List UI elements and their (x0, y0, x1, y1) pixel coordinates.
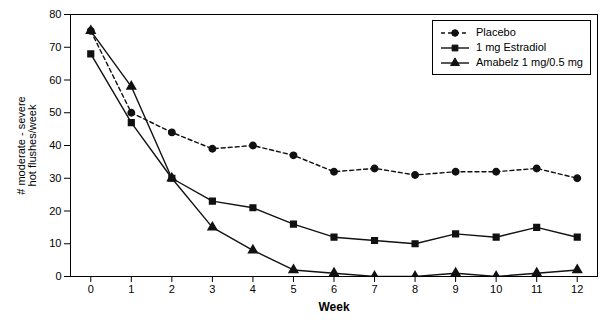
html-text:Placebo: Placebo (476, 26, 516, 38)
svg-text:3: 3 (209, 283, 215, 295)
svg-text:4: 4 (250, 283, 256, 295)
svg-text:30: 30 (49, 172, 61, 184)
svg-text:6: 6 (331, 283, 337, 295)
svg-text:Week: Week (318, 300, 349, 314)
svg-text:0: 0 (88, 283, 94, 295)
svg-text:7: 7 (371, 283, 377, 295)
html-text:1 mg Estradiol: 1 mg Estradiol (476, 41, 547, 53)
svg-text:1: 1 (128, 283, 134, 295)
svg-text:# moderate - severehot flushes: # moderate - severehot flushes/week (15, 96, 38, 194)
svg-text:11: 11 (531, 283, 542, 295)
svg-text:60: 60 (49, 74, 61, 86)
svg-text:10: 10 (490, 283, 502, 295)
svg-text:10: 10 (49, 237, 61, 249)
svg-text:50: 50 (49, 106, 61, 118)
svg-text:5: 5 (290, 283, 296, 295)
svg-text:8: 8 (412, 283, 418, 295)
svg-text:12: 12 (571, 283, 583, 295)
svg-text:2: 2 (169, 283, 175, 295)
svg-text:40: 40 (49, 139, 61, 151)
svg-text:0: 0 (55, 270, 61, 282)
svg-text:20: 20 (49, 205, 61, 217)
svg-text:70: 70 (49, 41, 61, 53)
svg-text:80: 80 (49, 8, 61, 20)
svg-text:9: 9 (453, 283, 459, 295)
html-text:Amabelz 1 mg/0.5 mg: Amabelz 1 mg/0.5 mg (476, 56, 583, 68)
